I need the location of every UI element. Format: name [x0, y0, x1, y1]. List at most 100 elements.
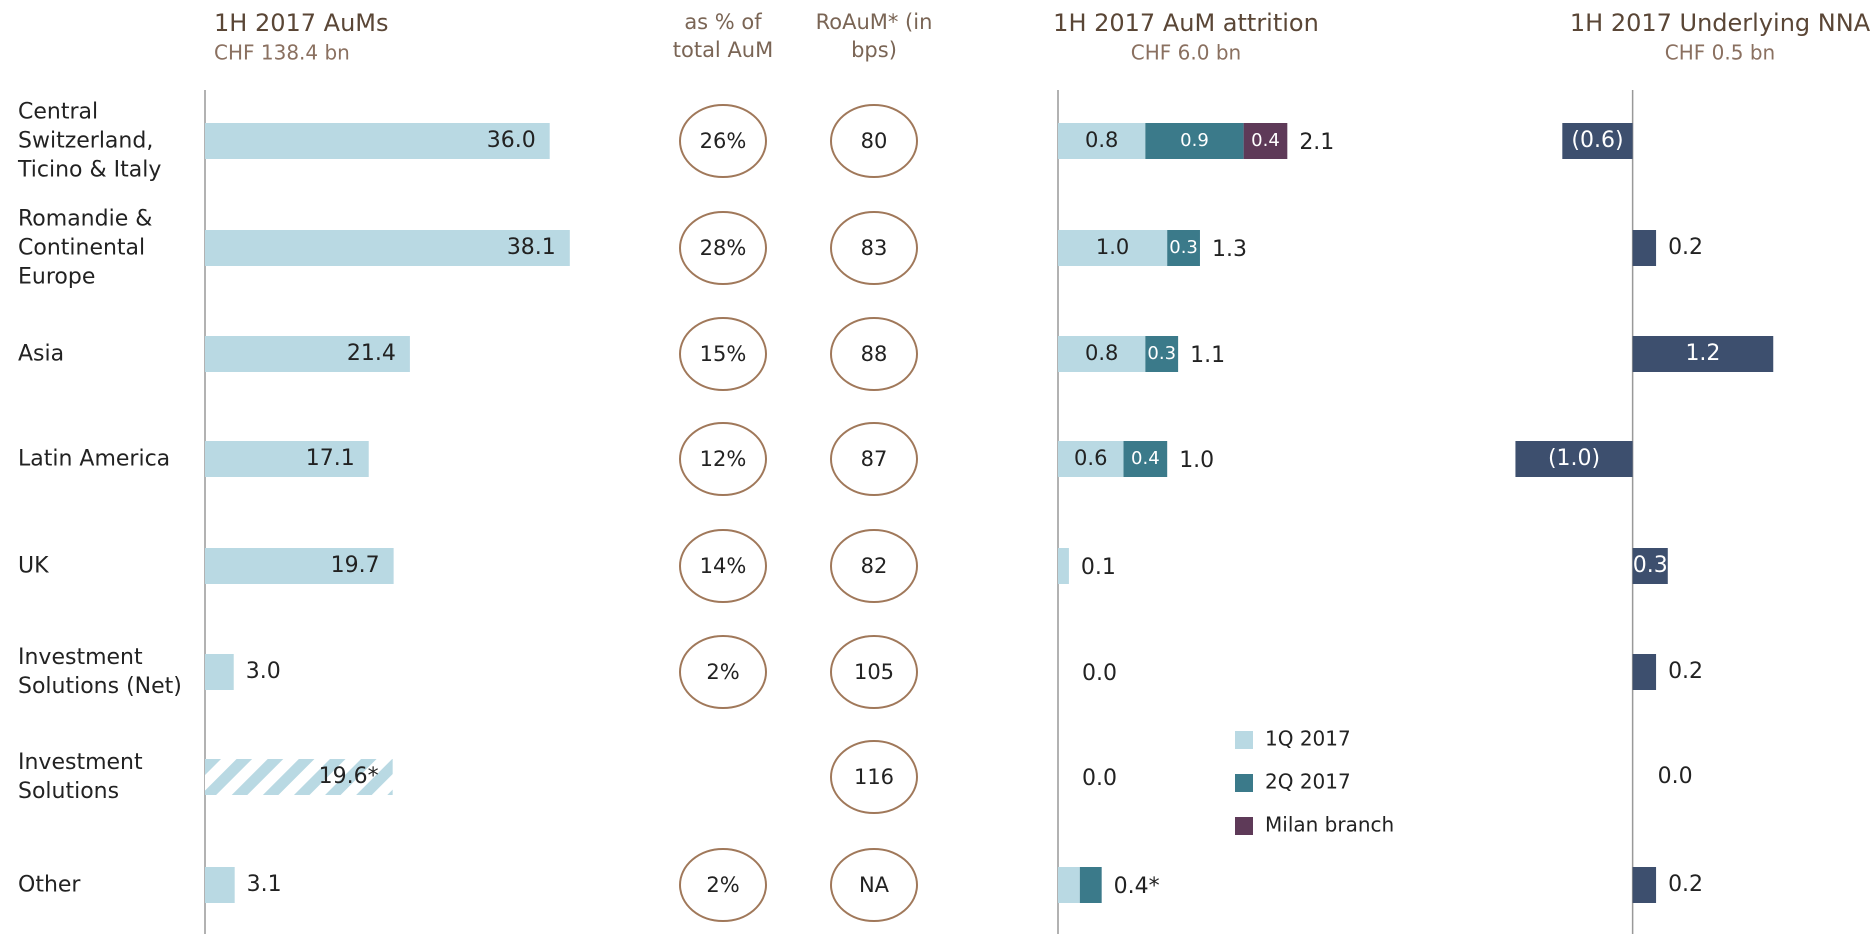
panel-title: 1H 2017 AuMs: [214, 9, 389, 37]
bar: [205, 759, 393, 795]
value-ellipse: [679, 635, 767, 709]
category-label: Latin America: [18, 446, 171, 472]
value-label: 12%: [700, 447, 747, 471]
value-label: 0.0: [1658, 764, 1693, 789]
bar-segment: [1243, 123, 1288, 159]
bar-segment: [1079, 867, 1102, 903]
value-ellipse: [679, 317, 767, 391]
bar: [1515, 441, 1633, 477]
bar-segment: [1058, 441, 1124, 477]
legend-swatch: [1235, 817, 1253, 835]
value-label: 14%: [700, 554, 747, 578]
value-ellipse: [679, 422, 767, 496]
total-label: 0.4*: [1114, 874, 1160, 899]
bar: [1632, 230, 1657, 266]
category-label: Central Switzerland, Ticino & Italy: [18, 99, 162, 183]
value-label: 19.7: [331, 553, 380, 578]
category-label: Romandie & Continental Europe: [18, 206, 153, 290]
value-ellipse: [830, 529, 918, 603]
total-label: 0.1: [1081, 555, 1116, 580]
value-label: 116: [854, 765, 894, 789]
segment-label: 0.8: [1085, 128, 1118, 152]
bar: [205, 548, 394, 584]
value-label: 0.2: [1668, 659, 1703, 684]
bar: [205, 654, 234, 690]
total-label: 1.3: [1212, 237, 1247, 262]
segment-label: 0.4: [1251, 130, 1280, 151]
bar: [205, 230, 570, 266]
column-header: RoAuM* (in bps): [815, 10, 933, 62]
bar: [1632, 867, 1657, 903]
value-ellipse: [679, 529, 767, 603]
value-label: (0.6): [1571, 128, 1623, 153]
legend-label: 1Q 2017: [1265, 727, 1351, 751]
value-label: 87: [861, 447, 888, 471]
value-label: 82: [861, 554, 888, 578]
bar-segment: [1145, 123, 1244, 159]
value-ellipse: [830, 635, 918, 709]
value-ellipse: [830, 104, 918, 178]
value-label: 105: [854, 660, 894, 684]
value-label: 36.0: [487, 128, 536, 153]
bar-segment: [1058, 867, 1080, 903]
category-label: Other: [18, 872, 81, 898]
value-ellipse: [830, 317, 918, 391]
total-label: 0.0: [1082, 766, 1117, 791]
bar-segment: [1058, 548, 1069, 584]
panel-subtitle: CHF 138.4 bn: [214, 41, 350, 65]
category-label: UK: [18, 553, 49, 579]
value-label: 3.1: [247, 872, 282, 897]
value-label: 38.1: [507, 235, 556, 260]
total-label: 2.1: [1299, 130, 1334, 155]
column-header: as % of total AuM: [672, 10, 774, 62]
segment-label: 0.4: [1131, 448, 1160, 469]
bar-segment: [1167, 230, 1200, 266]
bar: [205, 123, 550, 159]
value-label: 2%: [706, 873, 739, 897]
bar: [1632, 548, 1668, 584]
value-label: 28%: [700, 236, 747, 260]
value-label: 2%: [706, 660, 739, 684]
segment-label: 0.3: [1147, 343, 1176, 364]
legend-label: 2Q 2017: [1265, 770, 1351, 794]
panel-subtitle: CHF 0.5 bn: [1665, 41, 1775, 65]
bar-segment: [1145, 336, 1179, 372]
value-label: 19.6*: [319, 764, 379, 789]
panel-title: 1H 2017 Underlying NNA: [1570, 9, 1871, 37]
legend-swatch: [1235, 731, 1253, 749]
value-ellipse: [679, 211, 767, 285]
bar: [205, 867, 235, 903]
value-label: 0.2: [1668, 235, 1703, 260]
bar: [205, 336, 410, 372]
value-label: 26%: [700, 129, 747, 153]
bar: [1632, 654, 1657, 690]
panel-title: 1H 2017 AuM attrition: [1053, 9, 1319, 37]
value-label: NA: [859, 873, 890, 897]
bar-segment: [1058, 123, 1146, 159]
segment-label: 0.8: [1085, 341, 1118, 365]
legend-label: Milan branch: [1265, 813, 1394, 837]
legend-swatch: [1235, 774, 1253, 792]
value-ellipse: [830, 740, 918, 814]
bar-segment: [1058, 230, 1168, 266]
bar-segment: [1058, 336, 1146, 372]
value-label: 88: [861, 342, 888, 366]
value-ellipse: [679, 104, 767, 178]
value-label: 15%: [700, 342, 747, 366]
value-label: 80: [861, 129, 888, 153]
bar-segment: [1123, 441, 1168, 477]
value-label: 0.3: [1633, 553, 1668, 578]
category-label: Asia: [18, 341, 65, 367]
value-label: 21.4: [347, 341, 396, 366]
value-label: 83: [861, 236, 888, 260]
total-label: 1.0: [1179, 448, 1214, 473]
segment-label: 1.0: [1096, 235, 1129, 259]
value-ellipse: [830, 211, 918, 285]
category-label: Investment Solutions (Net): [18, 645, 182, 699]
value-label: (1.0): [1548, 446, 1600, 471]
value-ellipse: [830, 422, 918, 496]
bar: [1632, 336, 1774, 372]
segment-label: 0.6: [1074, 446, 1107, 470]
